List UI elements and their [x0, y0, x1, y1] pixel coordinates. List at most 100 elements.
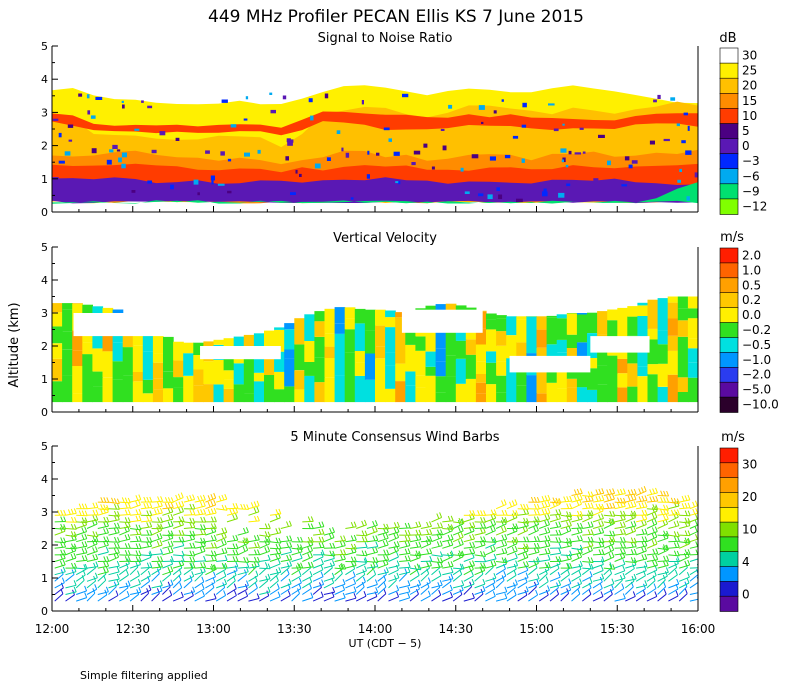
wind-barb-feather — [436, 513, 440, 519]
vv-cell — [536, 316, 548, 330]
wind-barb — [614, 577, 626, 582]
wind-colorbar-unit: m/s — [721, 430, 745, 445]
wind-barb-feather — [92, 547, 96, 553]
wind-barb — [65, 594, 75, 602]
wind-barb-feather — [620, 510, 623, 516]
wind-barb-feather — [552, 497, 556, 503]
wind-barb-feather — [338, 564, 342, 571]
wind-barb-feather — [124, 497, 128, 503]
wind-barb-feather — [579, 494, 583, 500]
wind-barb-feather — [81, 555, 85, 561]
wind-barb-feather — [439, 532, 443, 538]
wind-barb — [679, 576, 690, 582]
wind-barb — [560, 514, 572, 518]
vv-cell — [435, 361, 447, 377]
wind-barb-feather — [167, 566, 171, 573]
wind-barb-feather — [124, 543, 128, 549]
y-tick-label: 1 — [41, 373, 48, 386]
wind-barb — [463, 597, 475, 602]
vv-cell — [364, 379, 376, 403]
wind-barb-feather — [652, 554, 656, 561]
wind-barb-feather — [203, 524, 207, 530]
wind-barb-feather — [189, 495, 193, 501]
vv-cell — [173, 387, 184, 403]
wind-barb-feather — [676, 536, 680, 542]
wind-barb — [399, 597, 410, 602]
wind-barb-feather — [578, 570, 582, 576]
wind-barb-feather — [684, 588, 688, 594]
colorbar-label: −6 — [742, 169, 760, 183]
wind-barb-feather — [450, 534, 454, 540]
wind-barb-feather — [555, 497, 559, 504]
snr-speckle — [193, 179, 199, 185]
wind-barb-feather — [181, 530, 185, 536]
wind-barb — [215, 568, 227, 576]
wind-barb-feather — [156, 588, 160, 594]
wind-barb — [636, 566, 648, 569]
wind-barb — [431, 584, 443, 589]
colorbar-swatch — [719, 198, 739, 215]
wind-barb — [183, 547, 195, 549]
wind-barb-feather — [61, 577, 65, 583]
wind-barb-feather — [275, 528, 279, 534]
wind-barb-feather — [361, 550, 365, 556]
wind-barb — [345, 597, 357, 602]
wind-barb — [463, 530, 475, 536]
wind-barb-feather — [232, 535, 236, 541]
wind-barb — [549, 552, 561, 556]
wind-barb — [129, 566, 139, 576]
wind-barb-feather — [200, 516, 204, 523]
wind-barb-feather — [633, 573, 637, 580]
wind-barb-feather — [307, 536, 311, 543]
wind-barb-feather — [307, 523, 311, 529]
wind-barb-feather — [117, 542, 120, 549]
wind-barb-feather — [563, 496, 567, 502]
wind-barb — [560, 541, 572, 544]
wind-barb — [97, 532, 109, 536]
colorbar-swatch — [719, 381, 739, 398]
wind-barb — [162, 534, 174, 537]
wind-barb — [205, 567, 217, 570]
wind-barb-feather — [687, 537, 691, 544]
wind-barb — [183, 591, 195, 595]
snr-speckle — [448, 104, 453, 109]
vv-cell — [193, 369, 204, 386]
colorbar-label: 15 — [742, 94, 757, 108]
wind-barb-feather — [547, 507, 551, 514]
wind-barb-feather — [482, 578, 486, 585]
snr-speckle — [543, 188, 547, 193]
colorbar-swatch — [719, 108, 739, 125]
wind-barb-feather — [117, 504, 120, 510]
wind-barb-feather — [135, 509, 139, 515]
wind-barb-feather — [587, 529, 591, 535]
vv-cell — [647, 339, 659, 365]
wind-barb — [377, 544, 389, 549]
wind-barb — [312, 563, 324, 569]
wind-barb-feather — [146, 588, 150, 594]
wind-barb — [398, 573, 408, 582]
wind-barb — [65, 591, 77, 595]
snr-speckle — [663, 138, 670, 142]
wind-barb-feather — [601, 556, 605, 562]
wind-barb — [226, 539, 238, 543]
wind-barb-feather — [200, 537, 204, 543]
wind-barb — [452, 594, 463, 602]
wind-barb — [377, 537, 389, 543]
wind-barb — [657, 537, 669, 543]
wind-barb — [140, 545, 152, 549]
wind-barb-feather — [200, 524, 204, 530]
y-tick-label: 5 — [41, 440, 48, 453]
wind-barb-feather — [515, 560, 519, 566]
wind-barb — [76, 597, 87, 602]
wind-barb-feather — [310, 523, 314, 529]
vv-cell — [677, 377, 689, 392]
wind-barb-feather — [393, 527, 397, 533]
wind-barb-feather — [246, 557, 250, 563]
x-tick-label: 12:00 — [35, 622, 70, 636]
wind-barb — [97, 508, 109, 511]
wind-barb — [528, 562, 539, 569]
wind-barb-feather — [382, 540, 386, 547]
wind-barb-feather — [243, 569, 247, 575]
snr-speckle — [58, 160, 65, 164]
wind-barb-feather — [547, 500, 551, 507]
